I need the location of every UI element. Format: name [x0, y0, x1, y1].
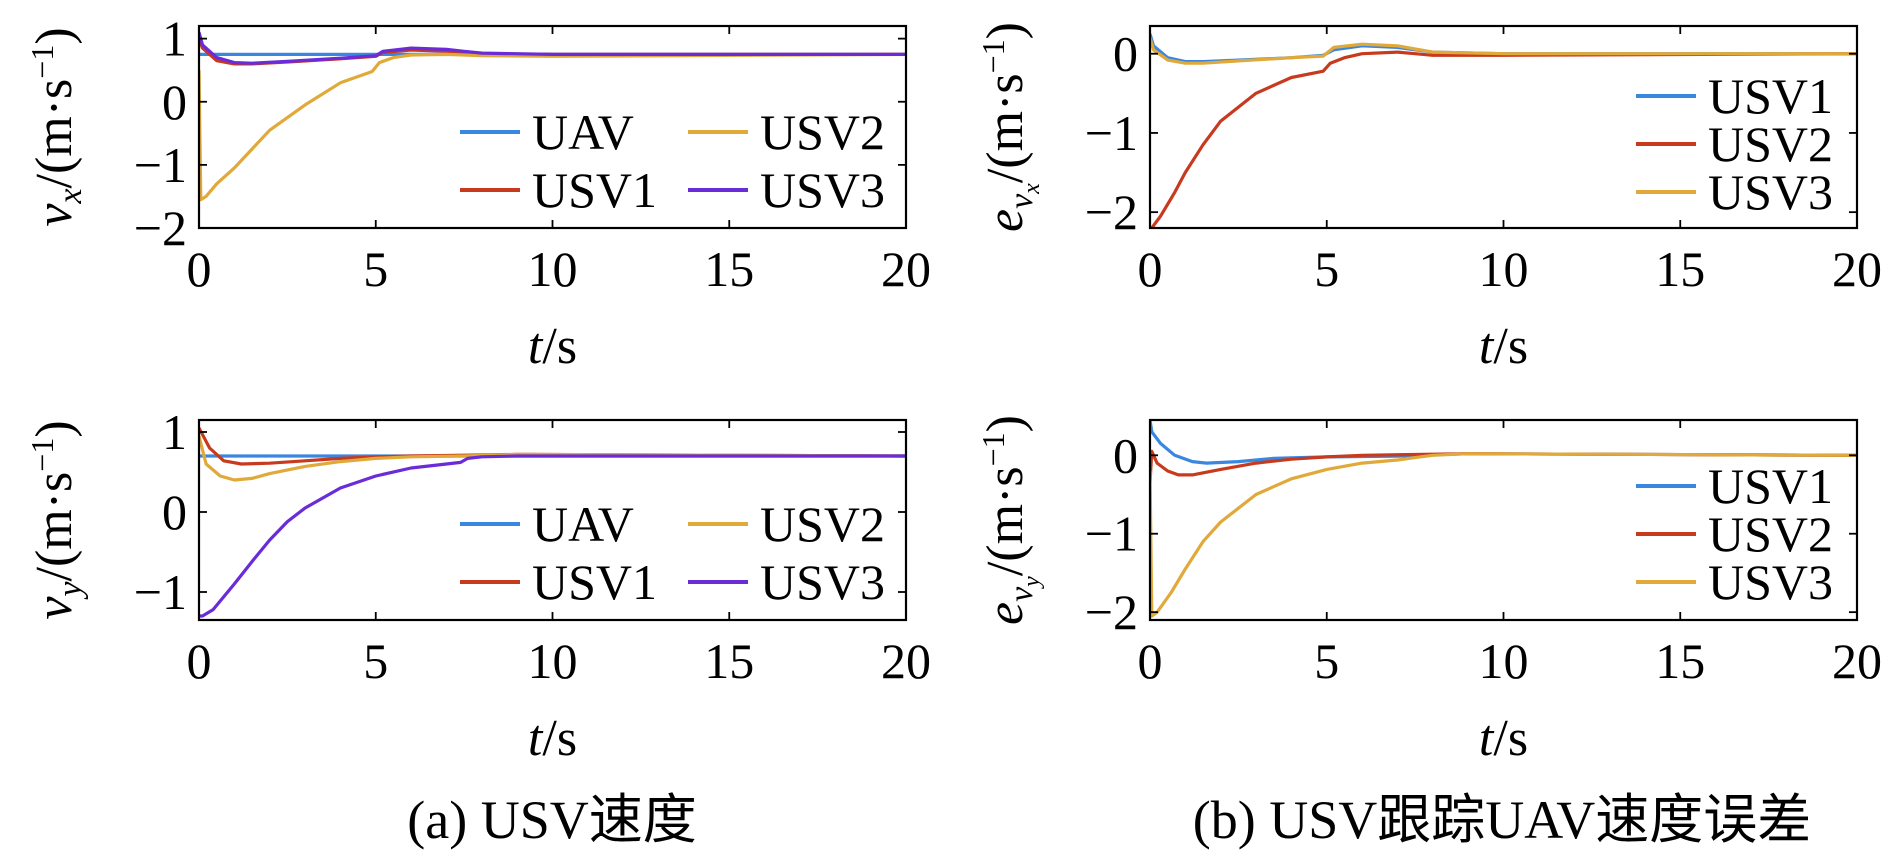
legend-label-usv1: USV1: [1708, 68, 1833, 124]
x-tick-label: 0: [1138, 241, 1163, 297]
legend-label-usv2: USV2: [1708, 116, 1833, 172]
legend-label-usv1: USV1: [532, 554, 657, 610]
series-line-vx-usv2: [199, 52, 906, 202]
x-tick-label: 20: [881, 633, 931, 689]
legend-label-usv3: USV3: [1708, 554, 1833, 610]
y-tick-label: 1: [162, 404, 187, 460]
y-tick-label: −1: [134, 564, 187, 620]
legend-label-usv2: USV2: [1708, 506, 1833, 562]
series-line-vy-usv1: [199, 427, 906, 466]
series-line-evy-usv2: [1150, 449, 1857, 483]
x-tick-label: 20: [1832, 633, 1882, 689]
y-tick-label: 0: [162, 484, 187, 540]
legend-label-uav: UAV: [532, 104, 634, 160]
series-group-vy: [199, 427, 906, 618]
x-tick-label: 15: [704, 241, 754, 297]
chart-vx: 0 5 10 15 2010−1−2t/svx/(m·s−1)UAVUSV1USV2US…: [24, 11, 931, 375]
x-tick-label: 10: [1479, 633, 1529, 689]
y-tick-label: −2: [1085, 584, 1138, 640]
x-tick-label: 15: [1655, 633, 1705, 689]
y-axis-label: evx/(m·s−1): [975, 22, 1045, 232]
x-tick-label: 0: [187, 633, 212, 689]
series-group-vx: [199, 31, 906, 202]
legend-label-uav: UAV: [532, 496, 634, 552]
x-tick-label: 10: [528, 241, 578, 297]
y-tick-label: 0: [1113, 26, 1138, 82]
series-line-vx-usv3: [199, 31, 906, 65]
y-axis-label: vy/(m·s−1): [24, 420, 89, 619]
y-tick-label: −1: [1085, 105, 1138, 161]
y-tick-label: −2: [1085, 184, 1138, 240]
x-tick-label: 10: [1479, 241, 1529, 297]
y-tick-label: −1: [134, 137, 187, 193]
x-tick-label: 0: [187, 241, 212, 297]
series-line-evx-usv3: [1150, 37, 1857, 65]
series-line-evx-usv2: [1150, 50, 1857, 228]
series-line-evx-usv1: [1150, 33, 1857, 64]
y-tick-label: 0: [162, 74, 187, 130]
y-tick-label: 1: [162, 11, 187, 67]
y-axis-label: vx/(m·s−1): [24, 27, 89, 226]
caption-a: (a) USV速度: [407, 790, 696, 850]
legend-label-usv2: USV2: [760, 104, 885, 160]
x-tick-label: 15: [1655, 241, 1705, 297]
legend-label-usv3: USV3: [760, 162, 885, 218]
y-tick-label: −1: [1085, 506, 1138, 562]
x-tick-label: 15: [704, 633, 754, 689]
y-tick-label: −2: [134, 200, 187, 256]
legend-label-usv3: USV3: [760, 554, 885, 610]
y-axis-label: evy/(m·s−1): [975, 415, 1045, 625]
x-tick-label: 0: [1138, 633, 1163, 689]
x-tick-label: 20: [1832, 241, 1882, 297]
x-axis-label: t/s: [1479, 710, 1528, 767]
x-tick-label: 5: [1314, 633, 1339, 689]
y-tick-label: 0: [1113, 427, 1138, 483]
x-tick-label: 20: [881, 241, 931, 297]
legend-label-usv1: USV1: [532, 162, 657, 218]
series-line-evy-usv3: [1150, 452, 1857, 618]
legend-label-usv1: USV1: [1708, 458, 1833, 514]
series-group-evx: [1150, 33, 1857, 228]
series-line-vy-usv3: [199, 454, 906, 618]
x-tick-label: 5: [363, 241, 388, 297]
x-axis-label: t/s: [1479, 318, 1528, 375]
legend-label-usv2: USV2: [760, 496, 885, 552]
legend-label-usv3: USV3: [1708, 164, 1833, 220]
x-tick-label: 5: [1314, 241, 1339, 297]
x-axis-label: t/s: [528, 318, 577, 375]
caption-b: (b) USV跟踪UAV速度误差: [1193, 790, 1812, 850]
x-axis-label: t/s: [528, 710, 577, 767]
series-group-evy: [1150, 420, 1857, 618]
x-tick-label: 10: [528, 633, 578, 689]
x-tick-label: 5: [363, 633, 388, 689]
series-line-vy-usv2: [199, 435, 906, 482]
